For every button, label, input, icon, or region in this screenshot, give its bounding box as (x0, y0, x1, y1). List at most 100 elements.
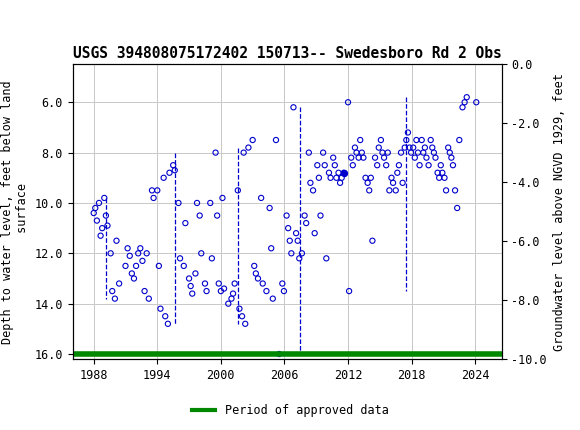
Point (136, 245, 145, 252)
Point (129, 275, 139, 282)
Point (420, 144, 430, 151)
Point (159, 174, 168, 181)
Point (371, 154, 380, 161)
Point (195, 212, 204, 219)
Point (298, 250, 307, 257)
Point (110, 295, 119, 302)
Point (445, 149, 454, 156)
Point (383, 149, 393, 156)
Point (121, 262, 130, 269)
Point (359, 154, 368, 161)
Point (405, 144, 414, 151)
Point (267, 245, 276, 252)
Point (102, 212, 111, 219)
Point (90, 205, 100, 212)
Point (300, 212, 309, 219)
Point (268, 295, 277, 302)
Point (200, 280, 209, 287)
Point (334, 169, 343, 176)
Point (92, 217, 101, 224)
Point (265, 205, 274, 212)
Point (96, 232, 105, 239)
Point (295, 255, 304, 262)
Point (345, 288, 354, 295)
Point (125, 252, 135, 259)
Point (348, 162, 357, 169)
Point (326, 174, 335, 181)
Point (224, 300, 233, 307)
Point (256, 194, 266, 201)
Point (285, 237, 295, 244)
Point (169, 162, 178, 169)
Point (393, 169, 402, 176)
Point (398, 179, 407, 186)
Point (165, 169, 174, 176)
Point (127, 270, 136, 277)
Point (282, 212, 291, 219)
Point (144, 295, 154, 302)
Point (114, 280, 124, 287)
Point (174, 200, 183, 206)
Point (426, 137, 436, 144)
Point (415, 162, 424, 169)
Point (429, 149, 438, 156)
Point (376, 137, 386, 144)
Point (138, 258, 147, 264)
Point (372, 162, 382, 169)
Point (403, 129, 412, 136)
Point (424, 162, 433, 169)
Point (337, 174, 346, 181)
Point (103, 222, 112, 229)
Point (284, 225, 293, 232)
Point (184, 275, 194, 282)
Point (179, 262, 188, 269)
Point (402, 137, 411, 144)
Point (374, 144, 383, 151)
Point (382, 162, 391, 169)
Point (417, 137, 426, 144)
Point (140, 288, 149, 295)
Point (214, 280, 223, 287)
Point (170, 167, 179, 174)
Point (320, 162, 329, 169)
Point (352, 149, 361, 156)
Point (271, 137, 281, 144)
Point (219, 285, 229, 292)
Point (309, 187, 318, 194)
Point (211, 149, 220, 156)
Point (412, 137, 421, 144)
Point (248, 137, 258, 144)
Point (363, 179, 372, 186)
Point (455, 137, 464, 144)
Point (249, 262, 259, 269)
Point (310, 230, 320, 236)
Point (230, 280, 240, 287)
Point (186, 283, 195, 289)
Point (332, 174, 341, 181)
Point (318, 149, 328, 156)
Point (206, 200, 215, 206)
Point (427, 144, 437, 151)
Point (379, 154, 389, 161)
Point (368, 237, 377, 244)
Point (306, 179, 315, 186)
Title: USGS 394808075172402 150713-- Swedesboro Rd 2 Obs: USGS 394808075172402 150713-- Swedesboro… (72, 46, 502, 61)
Point (229, 290, 238, 297)
Point (161, 313, 170, 319)
Point (241, 320, 250, 327)
Point (356, 137, 365, 144)
Point (339, 169, 349, 176)
Point (313, 162, 322, 169)
Point (324, 169, 334, 176)
Point (108, 288, 117, 295)
Point (278, 280, 287, 287)
Y-axis label: Groundwater level above NGVD 1929, feet: Groundwater level above NGVD 1929, feet (553, 73, 566, 351)
Point (444, 144, 453, 151)
Point (365, 187, 374, 194)
Point (274, 350, 284, 357)
Point (339, 169, 349, 176)
Point (142, 250, 151, 257)
Point (292, 230, 301, 236)
Point (187, 290, 197, 297)
Point (422, 154, 431, 161)
